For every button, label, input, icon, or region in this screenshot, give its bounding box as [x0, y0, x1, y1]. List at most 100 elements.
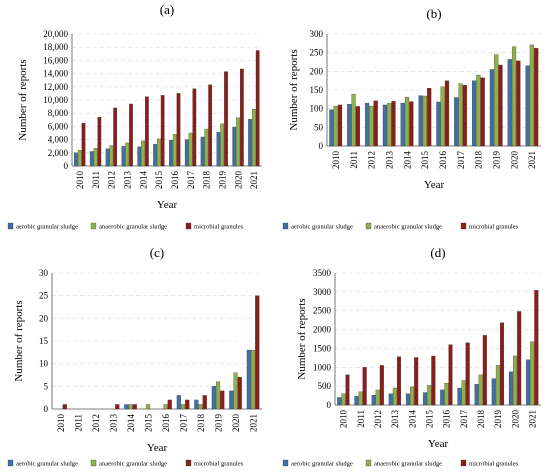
- legend-label-anaerobic-granular-sludge: anaerobic granular sludge: [374, 461, 442, 468]
- bar-microbial-granules-2012: [113, 107, 118, 167]
- legend-swatch-aerobic-granular-sludge: [282, 222, 289, 230]
- y-tick-label: 150: [310, 85, 324, 95]
- x-tick-label: 2011: [91, 171, 101, 189]
- chart-b-svg: (b) 0 50 100 150 200 250 300 2010 2011 2012 2013 201…: [282, 6, 541, 231]
- bar-anaerobic-granular-sludge-2010: [77, 150, 82, 167]
- x-tick-label: 2019: [213, 414, 223, 433]
- legend-label-microbial-granules: microbial granules: [469, 461, 519, 468]
- bar-microbial-granules-2017: [192, 88, 197, 167]
- x-axis-title: Year: [424, 179, 445, 191]
- bar-microbial-granules-2017: [465, 342, 470, 406]
- bar-aerobic-granular-sludge-2014: [400, 102, 405, 147]
- panel-label-a: (a): [160, 2, 174, 17]
- bar-anaerobic-granular-sludge-2014: [128, 404, 133, 410]
- bar-aerobic-granular-sludge-2014: [405, 393, 410, 406]
- legend-label-aerobic-granular-sludge: aerobic granular sludge: [291, 224, 353, 231]
- bar-aerobic-granular-sludge-2011: [354, 396, 359, 406]
- bar-aerobic-granular-sludge-2021: [526, 359, 531, 406]
- x-tick-label: 2011: [356, 410, 366, 428]
- chart-panel-b: (b) 0 50 100 150 200 250 300 2010 2011 2012 2013 201…: [275, 0, 550, 237]
- y-axis-title: Number of reports: [17, 59, 29, 140]
- y-tick-label: 25: [39, 291, 49, 301]
- bar-anaerobic-granular-sludge-2013: [125, 142, 130, 167]
- bar-microbial-granules-2014: [144, 96, 149, 167]
- x-tick-label: 2017: [178, 414, 188, 433]
- bar-anaerobic-granular-sludge-2016: [444, 382, 449, 406]
- x-tick-label: 2015: [424, 410, 434, 429]
- bar-microbial-granules-2015: [427, 87, 432, 147]
- bar-microbial-granules-2013: [129, 103, 133, 167]
- x-tick-label: 2018: [196, 414, 206, 433]
- bar-microbial-granules-2016: [176, 93, 181, 167]
- x-tick-label: 2015: [143, 414, 153, 433]
- y-tick-label: 250: [310, 48, 324, 58]
- bar-anaerobic-granular-sludge-2010: [341, 393, 346, 406]
- bar-microbial-granules-2021: [255, 295, 260, 410]
- y-tick-label: 50: [314, 122, 324, 132]
- x-tick-label: 2017: [456, 151, 466, 170]
- bar-aerobic-granular-sludge-2019: [489, 69, 495, 147]
- bar-microbial-granules-2016: [448, 344, 453, 406]
- y-tick-label: 18,000: [43, 42, 68, 52]
- y-tick-label: 15: [39, 336, 49, 346]
- x-tick-label: 2013: [390, 410, 400, 429]
- chart-a-svg: (a) 0 2,000 4,000 6,000 8,000 10,000 12,000 14,0…: [7, 2, 262, 231]
- y-tick-label: 200: [310, 66, 324, 76]
- legend-label-microbial-granules: microbial granules: [469, 224, 519, 231]
- y-tick-label: 2500: [313, 306, 332, 316]
- x-tick-label: 2018: [476, 410, 486, 429]
- bar-aerobic-granular-sludge-2018: [194, 399, 199, 410]
- legend-label-anaerobic-granular-sludge: anaerobic granular sludge: [99, 461, 167, 468]
- bar-anaerobic-granular-sludge-2019: [494, 54, 499, 147]
- panel-label-b: (b): [426, 6, 441, 21]
- y-tick-label: 4,000: [48, 135, 69, 145]
- bar-anaerobic-granular-sludge-2013: [387, 103, 392, 147]
- bar-aerobic-granular-sludge-2016: [436, 101, 441, 147]
- bar-aerobic-granular-sludge-2020: [508, 371, 513, 406]
- x-tick-label: 2016: [442, 410, 452, 429]
- legend-swatch-microbial-granules: [185, 222, 192, 230]
- x-axis-title: Year: [147, 442, 168, 454]
- bar-aerobic-granular-sludge-2010: [74, 152, 78, 167]
- legend-swatch-anaerobic-granular-sludge: [365, 222, 372, 230]
- x-tick-label: 2019: [493, 410, 503, 429]
- x-tick-label: 2014: [126, 414, 136, 433]
- bar-anaerobic-granular-sludge-2017: [188, 132, 193, 167]
- y-axis-title: Number of reports: [13, 300, 25, 381]
- x-tick-label: 2020: [510, 410, 520, 429]
- bar-microbial-granules-2014: [414, 357, 419, 406]
- x-tick-label: 2014: [138, 171, 148, 190]
- y-tick-label: 0: [327, 400, 332, 410]
- bar-microbial-granules-2010: [337, 104, 343, 147]
- bar-anaerobic-granular-sludge-2013: [392, 387, 397, 406]
- bar-microbial-granules-2020: [239, 68, 244, 167]
- bar-aerobic-granular-sludge-2021: [246, 349, 251, 410]
- panel-label-c: (c): [150, 245, 164, 260]
- bar-anaerobic-granular-sludge-2021: [252, 109, 256, 167]
- legend-swatch-aerobic-granular-sludge: [7, 222, 14, 230]
- bar-aerobic-granular-sludge-2014: [137, 146, 142, 167]
- bar-aerobic-granular-sludge-2017: [457, 387, 462, 406]
- bar-microbial-granules-2016: [167, 399, 172, 410]
- x-tick-label: 2010: [56, 414, 66, 433]
- y-tick-label: 16,000: [43, 55, 68, 65]
- y-tick-label: 3500: [313, 268, 332, 278]
- x-tick-label: 2016: [161, 414, 171, 433]
- bar-anaerobic-granular-sludge-2012: [109, 145, 114, 167]
- x-axis-title: Year: [428, 438, 449, 450]
- x-tick-label: 2021: [249, 171, 259, 189]
- bar-microbial-granules-2014: [409, 101, 414, 147]
- bar-microbial-granules-2013: [115, 404, 120, 410]
- bar-aerobic-granular-sludge-2016: [440, 389, 445, 406]
- x-tick-label: 2021: [527, 410, 537, 428]
- y-tick-label: 14,000: [43, 69, 68, 79]
- bar-aerobic-granular-sludge-2021: [525, 65, 530, 147]
- y-tick-label: 100: [310, 104, 324, 114]
- bar-aerobic-granular-sludge-2019: [216, 132, 221, 167]
- bar-microbial-granules-2013: [391, 101, 396, 147]
- y-tick-label: 1000: [313, 362, 332, 372]
- chart-panel-d: (d) 0 500 1000 1500 2000 2500 3000 3500 2010 2011 2…: [275, 237, 550, 474]
- bar-anaerobic-granular-sludge-2021: [530, 341, 535, 406]
- bar-aerobic-granular-sludge-2019: [211, 386, 216, 410]
- bar-anaerobic-granular-sludge-2010: [333, 105, 338, 147]
